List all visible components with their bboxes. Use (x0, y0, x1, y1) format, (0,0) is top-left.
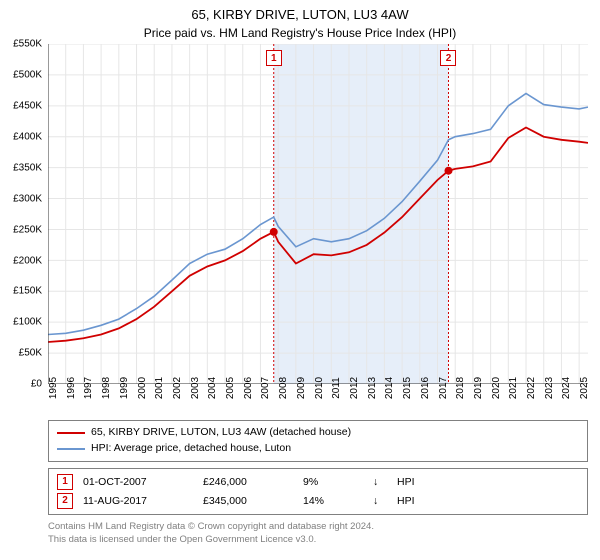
x-tick-label: 2010 (314, 377, 325, 399)
marker-label: 2 (440, 50, 456, 66)
x-tick-label: 2013 (367, 377, 378, 399)
y-tick-label: £100K (13, 317, 42, 328)
x-tick-label: 1997 (83, 377, 94, 399)
x-tick-label: 2007 (260, 377, 271, 399)
x-tick-label: 1996 (66, 377, 77, 399)
x-tick-label: 2016 (420, 377, 431, 399)
sale-date: 01-OCT-2007 (83, 473, 193, 492)
x-tick-label: 2008 (278, 377, 289, 399)
x-tick-label: 2006 (243, 377, 254, 399)
y-tick-label: £50K (19, 348, 42, 359)
x-tick-label: 2009 (296, 377, 307, 399)
sale-marker: 2 (57, 493, 73, 509)
legend: 65, KIRBY DRIVE, LUTON, LU3 4AW (detache… (48, 420, 588, 462)
x-tick-label: 2005 (225, 377, 236, 399)
legend-swatch-property (57, 432, 85, 434)
y-tick-label: £450K (13, 101, 42, 112)
x-tick-label: 2022 (526, 377, 537, 399)
footer-attribution: Contains HM Land Registry data © Crown c… (48, 521, 588, 546)
down-arrow-icon: ↓ (373, 473, 387, 492)
x-tick-label: 2025 (579, 377, 590, 399)
sale-hpi-label: HPI (397, 492, 415, 511)
x-tick-label: 2017 (438, 377, 449, 399)
x-tick-label: 2004 (207, 377, 218, 399)
x-tick-label: 2003 (190, 377, 201, 399)
legend-label-hpi: HPI: Average price, detached house, Luto… (91, 441, 291, 457)
sale-row: 2 11-AUG-2017 £345,000 14% ↓ HPI (57, 492, 579, 511)
y-tick-label: £350K (13, 162, 42, 173)
x-tick-label: 2011 (331, 377, 342, 399)
x-tick-label: 2015 (402, 377, 413, 399)
x-tick-label: 2001 (154, 377, 165, 399)
x-tick-label: 2023 (544, 377, 555, 399)
sale-price: £246,000 (203, 473, 293, 492)
sale-diff: 9% (303, 473, 363, 492)
x-tick-label: 2014 (384, 377, 395, 399)
y-tick-label: £250K (13, 224, 42, 235)
x-tick-label: 2018 (455, 377, 466, 399)
footer-line1: Contains HM Land Registry data © Crown c… (48, 521, 588, 533)
x-tick-label: 2000 (137, 377, 148, 399)
sale-date: 11-AUG-2017 (83, 492, 193, 511)
x-axis-labels: 1995199619971998199920002001200220032004… (48, 384, 588, 416)
sale-diff: 14% (303, 492, 363, 511)
x-tick-label: 1998 (101, 377, 112, 399)
legend-swatch-hpi (57, 448, 85, 450)
y-tick-label: £0 (31, 379, 42, 390)
x-tick-label: 2019 (473, 377, 484, 399)
y-tick-label: £150K (13, 286, 42, 297)
y-tick-label: £300K (13, 193, 42, 204)
x-tick-label: 1999 (119, 377, 130, 399)
chart-svg (48, 44, 588, 384)
chart-title: 65, KIRBY DRIVE, LUTON, LU3 4AW (0, 0, 600, 24)
legend-item-property: 65, KIRBY DRIVE, LUTON, LU3 4AW (detache… (57, 425, 579, 441)
y-tick-label: £200K (13, 255, 42, 266)
x-tick-label: 1995 (48, 377, 59, 399)
legend-item-hpi: HPI: Average price, detached house, Luto… (57, 441, 579, 457)
chart-subtitle: Price paid vs. HM Land Registry's House … (0, 24, 600, 44)
x-tick-label: 2012 (349, 377, 360, 399)
sales-table: 1 01-OCT-2007 £246,000 9% ↓ HPI 2 11-AUG-2017 £3… (48, 468, 588, 516)
x-tick-label: 2002 (172, 377, 183, 399)
sale-hpi-label: HPI (397, 473, 415, 492)
y-tick-label: £400K (13, 131, 42, 142)
x-tick-label: 2020 (491, 377, 502, 399)
y-tick-label: £500K (13, 70, 42, 81)
x-tick-label: 2024 (561, 377, 572, 399)
x-tick-label: 2021 (508, 377, 519, 399)
sale-marker: 1 (57, 474, 73, 490)
chart-plot-area: £0£50K£100K£150K£200K£250K£300K£350K£400… (48, 44, 588, 384)
sale-price: £345,000 (203, 492, 293, 511)
marker-label: 1 (266, 50, 282, 66)
footer-line2: This data is licensed under the Open Gov… (48, 534, 588, 546)
sale-row: 1 01-OCT-2007 £246,000 9% ↓ HPI (57, 473, 579, 492)
down-arrow-icon: ↓ (373, 492, 387, 511)
legend-label-property: 65, KIRBY DRIVE, LUTON, LU3 4AW (detache… (91, 425, 351, 441)
y-tick-label: £550K (13, 39, 42, 50)
